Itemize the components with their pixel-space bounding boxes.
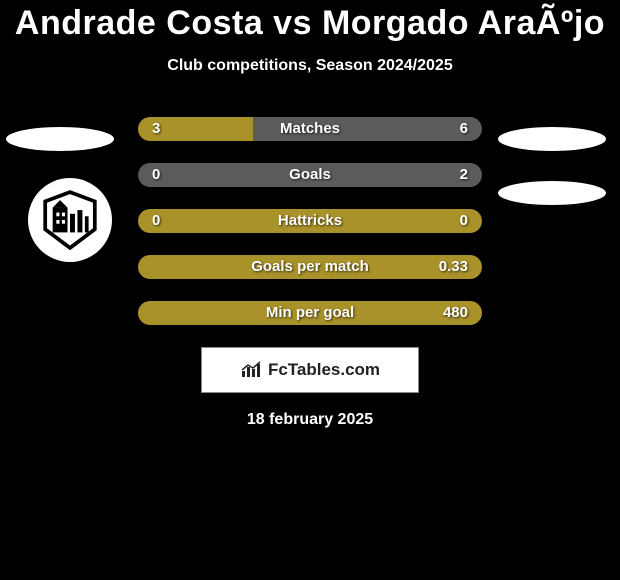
stat-label: Matches — [138, 117, 482, 141]
player-right-ellipse-2 — [498, 181, 606, 205]
stat-value-right: 480 — [443, 301, 468, 325]
stat-value-right: 2 — [460, 163, 468, 187]
stat-row-hattricks: Hattricks0 0 — [138, 209, 482, 233]
subtitle: Club competitions, Season 2024/2025 — [0, 43, 620, 75]
chart-icon — [240, 361, 262, 379]
stat-row-matches: Matches3 6 — [138, 117, 482, 141]
stat-label: Min per goal — [138, 301, 482, 325]
club-crest-icon — [39, 189, 101, 251]
stat-value-left: 0 — [152, 163, 160, 187]
page-title: Andrade Costa vs Morgado AraÃºjo — [0, 0, 620, 43]
stat-value-right: 6 — [460, 117, 468, 141]
stat-label: Hattricks — [138, 209, 482, 233]
date-text: 18 february 2025 — [0, 393, 620, 429]
stats-area: Matches36Goals02Hattricks00Goals per mat… — [0, 117, 620, 325]
stat-value-right: 0.33 — [439, 255, 468, 279]
stat-value-right: 0 — [460, 209, 468, 233]
brand-badge: FcTables.com — [201, 347, 419, 393]
comparison-card: Andrade Costa vs Morgado AraÃºjo Club co… — [0, 0, 620, 429]
club-logo-left — [28, 178, 112, 262]
stat-label: Goals — [138, 163, 482, 187]
brand-text: FcTables.com — [268, 360, 380, 380]
stat-bars: Matches36Goals02Hattricks00Goals per mat… — [138, 117, 482, 325]
player-right-ellipse — [498, 127, 606, 151]
stat-value-left: 3 — [152, 117, 160, 141]
stat-value-left: 0 — [152, 209, 160, 233]
stat-row-goals: Goals0 2 — [138, 163, 482, 187]
stat-row-min-per-goal: Min per goal480 — [138, 301, 482, 325]
player-left-ellipse — [6, 127, 114, 151]
stat-row-goals-per-match: Goals per match0.33 — [138, 255, 482, 279]
stat-label: Goals per match — [138, 255, 482, 279]
